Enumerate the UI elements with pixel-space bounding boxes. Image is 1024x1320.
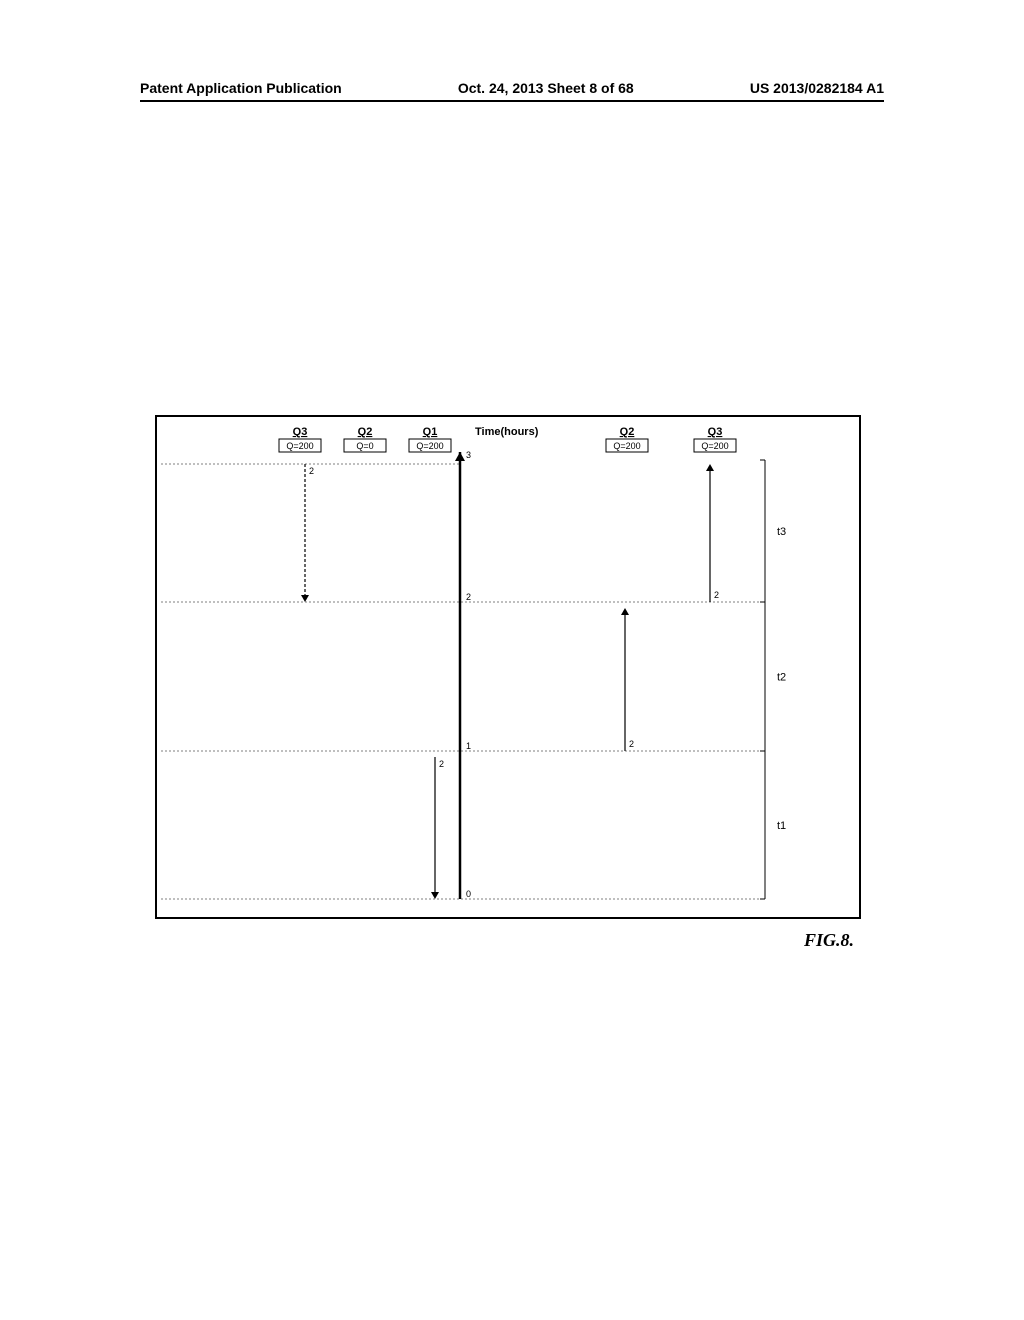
svg-text:t3: t3 bbox=[777, 526, 786, 538]
header-center: Oct. 24, 2013 Sheet 8 of 68 bbox=[458, 80, 634, 96]
svg-text:Q=200: Q=200 bbox=[701, 441, 728, 451]
header-left: Patent Application Publication bbox=[140, 80, 342, 96]
figure-caption: FIG.8. bbox=[804, 930, 854, 951]
svg-text:3: 3 bbox=[466, 450, 471, 460]
diagram: Q3 Q=200 Q2 Q=0 Q1 Q=200 Q2 Q=200 Q3 Q=200 Time(ho… bbox=[155, 415, 861, 919]
svg-text:Q2: Q2 bbox=[620, 426, 635, 438]
svg-text:t1: t1 bbox=[777, 820, 786, 832]
svg-text:Q=200: Q=200 bbox=[416, 441, 443, 451]
svg-text:Time(hours): Time(hours) bbox=[475, 426, 539, 438]
svg-text:1: 1 bbox=[466, 741, 471, 751]
svg-text:2: 2 bbox=[309, 466, 314, 476]
diagram-container: Q3 Q=200 Q2 Q=0 Q1 Q=200 Q2 Q=200 Q3 Q=200 Time(ho… bbox=[155, 415, 861, 919]
svg-text:Q=0: Q=0 bbox=[356, 441, 373, 451]
svg-text:Q1: Q1 bbox=[423, 426, 438, 438]
svg-text:Q2: Q2 bbox=[358, 426, 373, 438]
svg-text:2: 2 bbox=[629, 739, 634, 749]
svg-text:2: 2 bbox=[466, 592, 471, 602]
svg-text:Q=200: Q=200 bbox=[286, 441, 313, 451]
svg-text:Q3: Q3 bbox=[293, 426, 308, 438]
svg-text:0: 0 bbox=[466, 889, 471, 899]
svg-text:2: 2 bbox=[439, 759, 444, 769]
page-header: Patent Application Publication Oct. 24, … bbox=[140, 80, 884, 102]
svg-text:Q3: Q3 bbox=[708, 426, 723, 438]
header-right: US 2013/0282184 A1 bbox=[750, 80, 884, 96]
svg-text:Q=200: Q=200 bbox=[613, 441, 640, 451]
svg-text:2: 2 bbox=[714, 590, 719, 600]
svg-text:t2: t2 bbox=[777, 672, 786, 684]
